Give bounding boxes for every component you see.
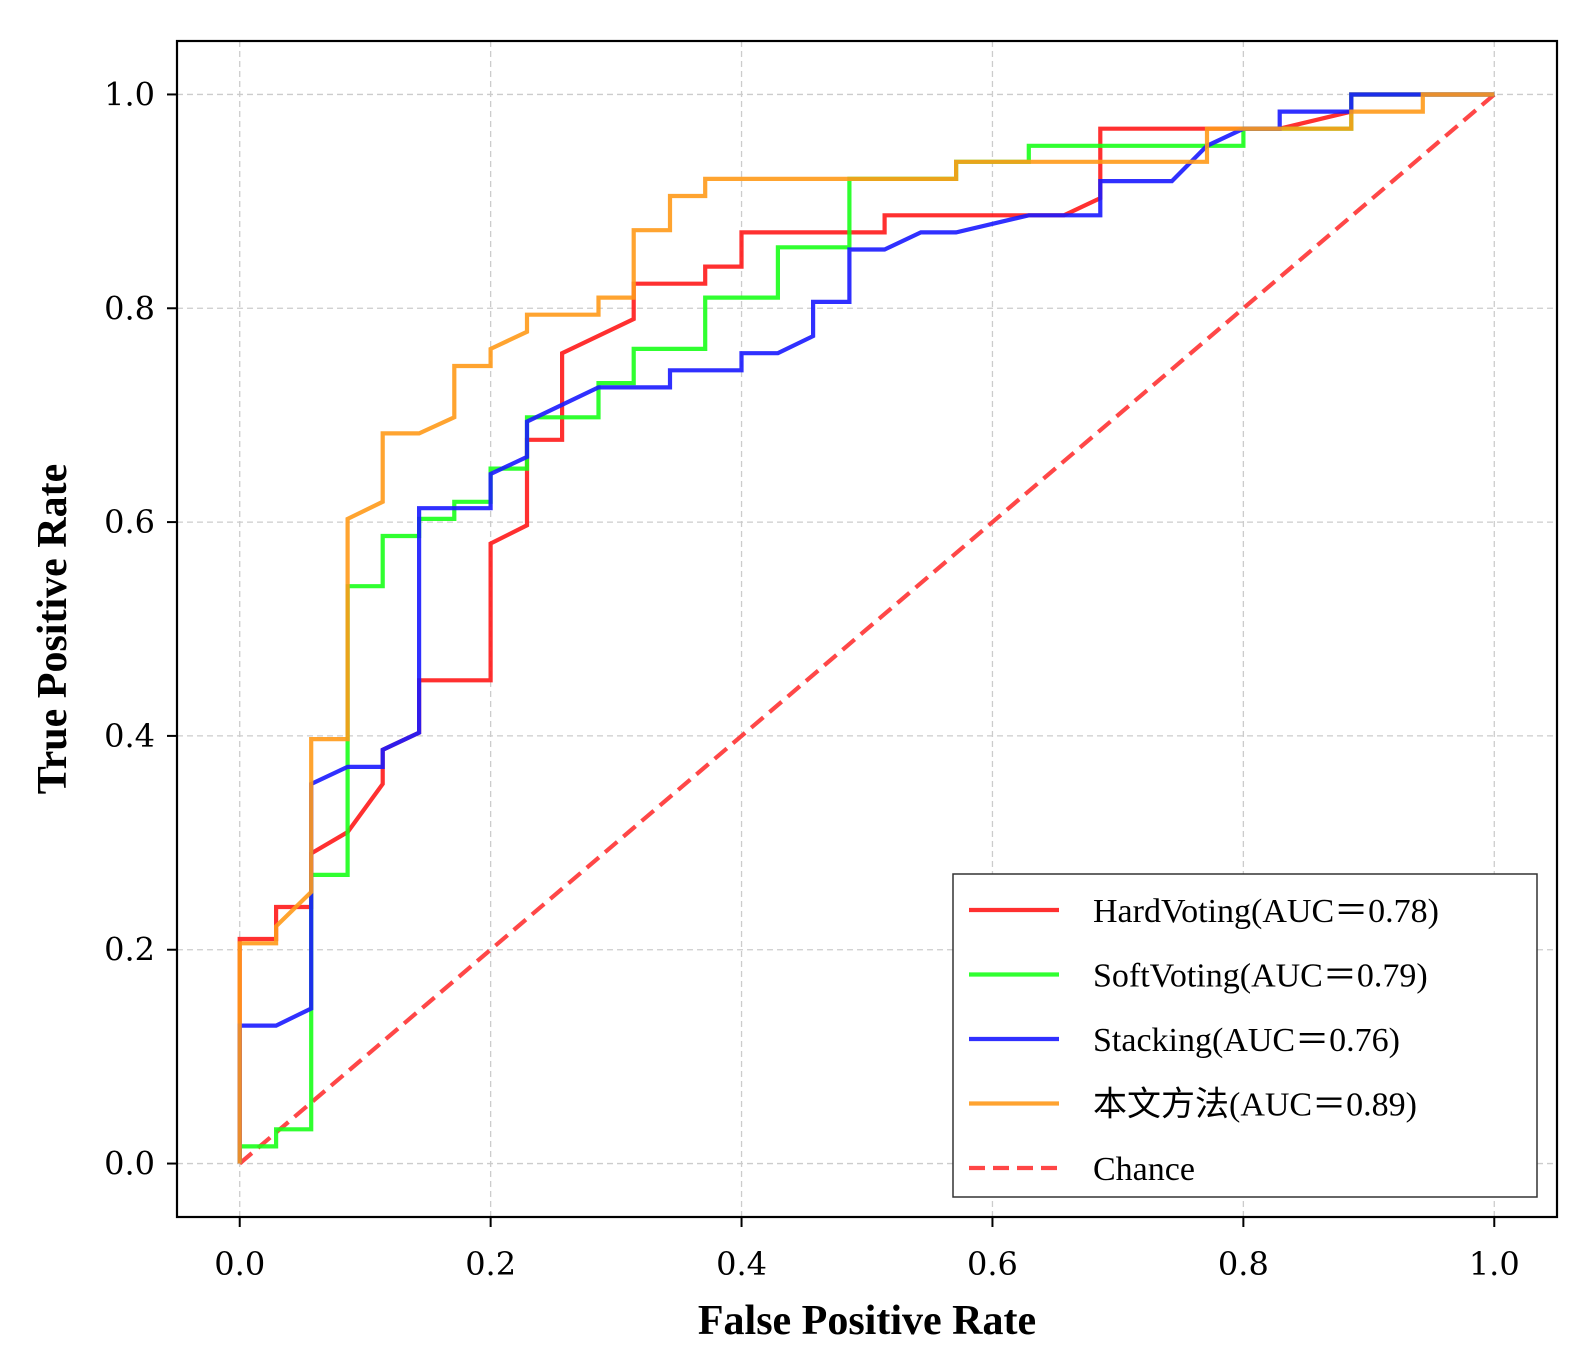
legend-label-3: 本文方法(AUC＝0.89) (1093, 1086, 1417, 1124)
x-tick-label: 0.2 (465, 1245, 516, 1283)
series-lines (237, 92, 1496, 1166)
y-tick-label: 0.8 (104, 289, 155, 327)
x-tick-label: 0.6 (967, 1245, 1018, 1283)
y-tick-label: 0.0 (104, 1145, 155, 1183)
y-axis-label: True Positive Rate (30, 464, 76, 794)
y-tick-label: 0.2 (104, 931, 155, 969)
y-tick-label: 1.0 (104, 75, 155, 113)
x-tick-label: 0.8 (1218, 1245, 1269, 1283)
series-line-4 (238, 92, 1496, 1166)
legend-label-4: Chance (1093, 1151, 1195, 1188)
x-tick-label: 0.4 (716, 1245, 767, 1283)
y-tick-label: 0.4 (104, 717, 155, 755)
legend-label-0: HardVoting(AUC＝0.78) (1093, 893, 1439, 930)
series-line-2 (237, 92, 1495, 1164)
legend-label-2: Stacking(AUC＝0.76) (1093, 1022, 1400, 1059)
series-line-3 (237, 92, 1495, 1164)
plot-frame (175, 39, 1559, 1219)
legend-box (952, 873, 1538, 1198)
legend-label-1: SoftVoting(AUC＝0.79) (1093, 958, 1428, 995)
axis-ticks: 0.0 0.2 0.4 0.6 0.8 1.0 0.0 0.2 0.4 0.6 0.8 1.0 (104, 75, 1520, 1283)
y-tick-label: 0.6 (104, 503, 155, 541)
x-axis-label: False Positive Rate (698, 1298, 1036, 1344)
legend: HardVoting(AUC＝0.78) SoftVoting(AUC＝0.79)… (952, 873, 1538, 1198)
x-tick-label: 0.0 (214, 1245, 265, 1283)
x-tick-label: 1.0 (1469, 1245, 1520, 1283)
